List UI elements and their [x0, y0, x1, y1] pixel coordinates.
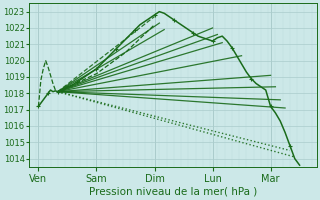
X-axis label: Pression niveau de la mer( hPa ): Pression niveau de la mer( hPa ) — [89, 187, 257, 197]
